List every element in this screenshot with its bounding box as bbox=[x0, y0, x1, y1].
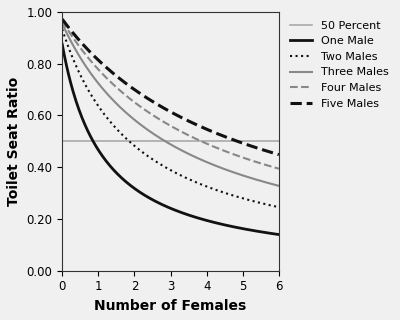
Four Males bbox=[60, 20, 65, 24]
One Male bbox=[60, 46, 65, 50]
Three Males bbox=[256, 178, 261, 182]
Three Males bbox=[188, 153, 193, 157]
Three Males bbox=[192, 155, 197, 159]
Two Males bbox=[276, 205, 281, 209]
Two Males bbox=[60, 27, 65, 31]
Line: One Male: One Male bbox=[62, 44, 279, 235]
Two Males bbox=[256, 201, 261, 204]
Four Males bbox=[60, 19, 65, 23]
Four Males bbox=[256, 161, 261, 164]
Three Males bbox=[242, 174, 247, 178]
Two Males bbox=[188, 178, 193, 182]
Five Males bbox=[242, 142, 247, 146]
One Male bbox=[256, 229, 261, 233]
Two Males bbox=[189, 178, 194, 182]
Two Males bbox=[242, 197, 247, 201]
Line: Four Males: Four Males bbox=[62, 21, 279, 169]
X-axis label: Number of Females: Number of Females bbox=[94, 299, 247, 313]
Four Males bbox=[189, 135, 194, 139]
Five Males bbox=[60, 17, 65, 21]
Y-axis label: Toilet Seat Ratio: Toilet Seat Ratio bbox=[7, 77, 21, 206]
Two Males bbox=[192, 180, 197, 184]
Two Males bbox=[60, 29, 65, 33]
Three Males bbox=[276, 184, 281, 188]
Four Males bbox=[188, 134, 193, 138]
One Male bbox=[60, 42, 65, 46]
Five Males bbox=[276, 153, 281, 156]
Three Males bbox=[60, 22, 65, 26]
One Male bbox=[192, 215, 197, 219]
One Male bbox=[188, 214, 193, 218]
Five Males bbox=[189, 120, 194, 124]
One Male bbox=[242, 227, 247, 231]
Line: Two Males: Two Males bbox=[62, 29, 279, 207]
Five Males bbox=[60, 18, 65, 22]
Five Males bbox=[192, 122, 197, 126]
Four Males bbox=[192, 136, 197, 140]
Five Males bbox=[188, 120, 193, 124]
Three Males bbox=[60, 23, 65, 27]
Four Males bbox=[242, 156, 247, 160]
Line: Three Males: Three Males bbox=[62, 24, 279, 186]
Three Males bbox=[189, 153, 194, 157]
Five Males bbox=[256, 147, 261, 150]
One Male bbox=[276, 233, 281, 236]
50 Percent bbox=[96, 140, 101, 143]
Legend: 50 Percent, One Male, Two Males, Three Males, Four Males, Five Males: 50 Percent, One Male, Two Males, Three M… bbox=[286, 18, 392, 112]
Four Males bbox=[276, 167, 281, 171]
One Male bbox=[189, 214, 194, 218]
50 Percent bbox=[60, 140, 65, 143]
Line: Five Males: Five Males bbox=[62, 19, 279, 155]
